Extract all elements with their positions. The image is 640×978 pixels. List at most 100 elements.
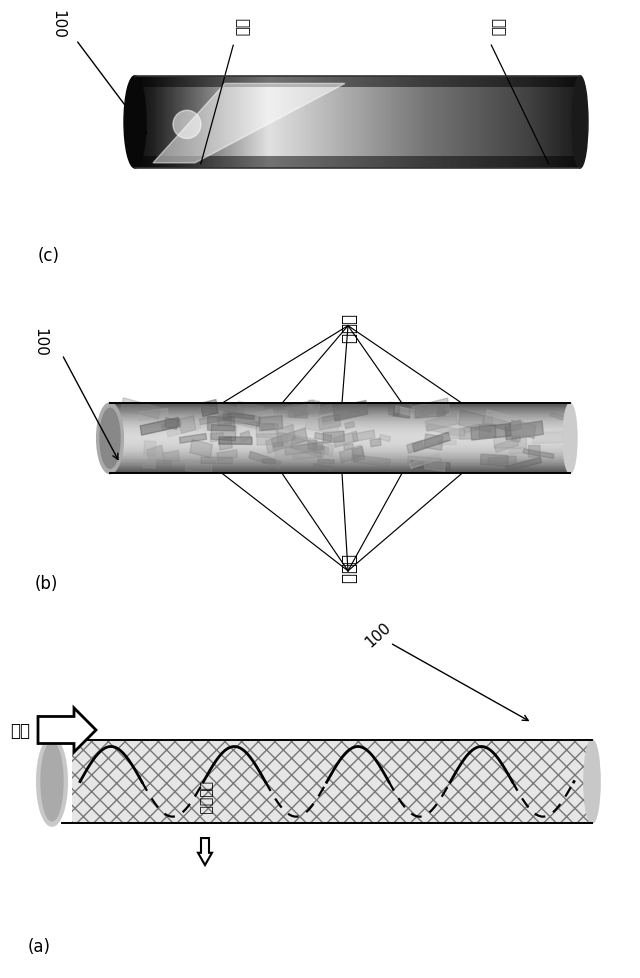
Bar [266,76,268,88]
Bar [340,157,341,169]
Bar [552,76,554,88]
Bar [218,404,238,415]
Bar [379,76,380,88]
Bar [532,157,533,169]
Bar [285,76,286,169]
Bar [438,76,440,88]
Bar [473,76,474,169]
Bar [177,76,179,88]
Bar [378,157,379,169]
Bar [364,76,365,88]
Bar [260,76,262,169]
Bar [218,76,220,88]
Bar [122,398,160,420]
Ellipse shape [41,742,63,821]
Bar [438,441,456,445]
Bar [354,76,355,88]
Bar [176,76,177,169]
Bar [527,76,528,169]
Bar [415,157,417,169]
Bar [456,76,458,88]
Bar [248,76,250,169]
Bar [499,76,500,169]
Bar [281,76,282,88]
Bar [371,157,372,169]
Bar [410,454,440,468]
Bar [323,76,324,169]
Bar [322,76,323,88]
Bar [310,76,311,88]
Bar [563,76,564,88]
Bar [285,442,323,456]
Bar [289,157,290,169]
Bar [397,157,399,169]
Bar [275,76,276,88]
Bar [402,76,403,88]
Bar [331,76,332,169]
Bar [303,76,304,88]
Bar [402,157,403,169]
Bar [263,157,264,169]
Bar [411,76,412,88]
Bar [365,76,366,169]
Bar [356,76,358,88]
Bar [251,157,252,169]
Bar [510,76,511,169]
Bar [490,76,491,169]
Ellipse shape [563,404,577,473]
Bar [492,76,493,169]
Bar [275,157,276,169]
Bar [218,419,232,425]
Bar [194,76,195,88]
Bar [143,157,144,169]
Bar [305,76,307,169]
Bar [367,76,369,88]
Bar [136,76,137,169]
Bar [513,76,515,88]
Bar [355,157,356,169]
Bar [557,76,559,88]
Bar [284,76,285,88]
Bar [477,76,479,88]
Bar [211,157,212,169]
Bar [353,430,375,442]
Bar [390,76,391,169]
Bar [216,76,218,88]
Bar [174,76,175,169]
Bar [410,76,411,169]
Bar [353,157,354,169]
Bar [215,157,216,169]
Bar [361,157,362,169]
Bar [383,157,384,169]
Bar [154,76,155,169]
Bar [495,439,518,453]
Bar [323,157,324,169]
Bar [513,76,515,169]
Bar [172,76,173,169]
Text: (c): (c) [38,247,60,265]
Bar [308,401,320,417]
Bar [221,414,258,429]
Bar [318,415,340,430]
Bar [308,76,310,169]
Bar [213,157,214,169]
Bar [423,76,424,88]
Bar [540,76,541,169]
Bar [458,76,459,169]
Ellipse shape [37,737,67,826]
Bar [525,76,527,169]
Bar [223,76,224,169]
Bar [293,157,294,169]
Bar [532,76,533,169]
Bar [525,157,527,169]
Bar [140,76,141,88]
Bar [532,76,533,88]
Bar [235,76,236,169]
Bar [406,76,408,88]
Bar [564,76,566,88]
Bar [483,416,511,431]
Bar [313,441,333,457]
Bar [182,76,183,169]
Text: 波腹側: 波腹側 [339,554,357,584]
Bar [543,157,545,169]
